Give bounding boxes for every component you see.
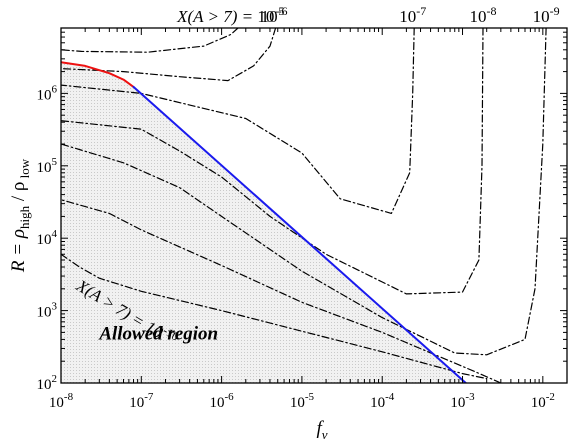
x-tick-label: 10-2 (531, 391, 555, 411)
x-tick-label-base: 10 (129, 395, 144, 411)
x-tick-label-base: 10 (450, 395, 465, 411)
y-tick-label: 106 (37, 83, 58, 103)
boundary-blue-line (132, 85, 467, 383)
x-tick-label-exponent: -5 (305, 391, 315, 403)
y-tick-label-base: 10 (37, 305, 52, 321)
x-tick-label-exponent: -8 (64, 391, 74, 403)
tick-layer (60, 27, 568, 384)
x-tick-label: 10-3 (450, 391, 475, 411)
x-tick-label-base: 10 (531, 395, 546, 411)
y-tick-label-base: 10 (37, 160, 52, 176)
x-tick-label: 10-8 (49, 391, 74, 411)
top-contour-label-exponent: -6 (278, 4, 288, 18)
y-tick-label-exponent: 6 (52, 83, 58, 95)
y-tick-label: 104 (37, 228, 58, 248)
x-axis-label-subscript: v (322, 427, 328, 440)
y-tick-label-base: 10 (37, 232, 52, 248)
y-axis-label-sub-low: low (17, 158, 32, 181)
x-tick-label: 10-7 (129, 391, 154, 411)
curve-layer (61, 28, 547, 383)
y-tick-label-exponent: 3 (52, 301, 58, 313)
y-tick-label: 105 (37, 156, 58, 176)
contour-line-3 (61, 28, 415, 214)
plot-frame (60, 27, 568, 384)
top-contour-label-base: 10 (470, 7, 487, 26)
top-contour-label: 10-7 (399, 4, 426, 26)
contour-line-6 (61, 199, 502, 383)
contour-line-5 (61, 28, 547, 356)
y-tick-label-base: 10 (37, 377, 52, 393)
top-contour-label: 10-6 (261, 4, 288, 26)
x-tick-label-exponent: -2 (546, 391, 555, 403)
top-contour-label-exponent: -7 (416, 4, 426, 18)
top-contour-label-base: 10 (399, 7, 416, 26)
x-tick-label-base: 10 (49, 395, 64, 411)
top-contour-label: X(A > 7) = 10-5 (176, 4, 284, 26)
top-contour-label-exponent: -9 (550, 4, 560, 18)
y-axis-label-divider: / ρ (8, 182, 29, 206)
y-tick-label: 103 (37, 301, 58, 321)
y-axis-label-sub-high: high (17, 205, 32, 229)
top-contour-label-base: 10 (261, 7, 278, 26)
allowed-region-fill (61, 62, 466, 383)
y-tick-label: 102 (37, 373, 58, 393)
top-contour-label: 10-9 (533, 4, 560, 26)
allowed-region-label: Allowed region (98, 323, 218, 344)
y-tick-label-exponent: 5 (52, 156, 58, 168)
x-axis-label-main: f (316, 418, 324, 439)
boundary-red-line (61, 61, 135, 88)
top-contour-label-exponent: -8 (487, 4, 497, 18)
y-axis-label: R = ρhigh / ρ low (8, 158, 32, 273)
x-tick-label-exponent: -7 (144, 391, 154, 403)
x-tick-label-base: 10 (370, 395, 385, 411)
x-tick-label-exponent: -4 (385, 391, 395, 403)
top-contour-label-base: 10 (533, 7, 550, 26)
x-tick-label-base: 10 (210, 395, 225, 411)
x-tick-label-base: 10 (290, 395, 305, 411)
top-contour-label-base: 10 (257, 7, 274, 26)
y-tick-label-exponent: 4 (52, 228, 58, 240)
contour-line-2 (61, 28, 277, 82)
y-tick-label-base: 10 (37, 87, 52, 103)
top-contour-label: 10-8 (470, 4, 497, 26)
contour-line-1 (61, 28, 239, 53)
allowed-region-layer (61, 62, 466, 383)
y-axis-label-lhs: R = ρ (8, 229, 29, 273)
y-tick-label-exponent: 2 (52, 373, 58, 385)
x-tick-label-exponent: -3 (465, 391, 475, 403)
x-axis-label: fv (316, 418, 327, 440)
x-tick-label: 10-6 (210, 391, 235, 411)
x-tick-label: 10-4 (370, 391, 395, 411)
top-contour-label-prefix: X(A > 7) = (176, 7, 257, 26)
top-contour-label-exponent: -5 (274, 4, 284, 18)
contour-line-7 (61, 253, 488, 380)
x-tick-label-exponent: -6 (225, 391, 235, 403)
x-tick-label: 10-5 (290, 391, 315, 411)
